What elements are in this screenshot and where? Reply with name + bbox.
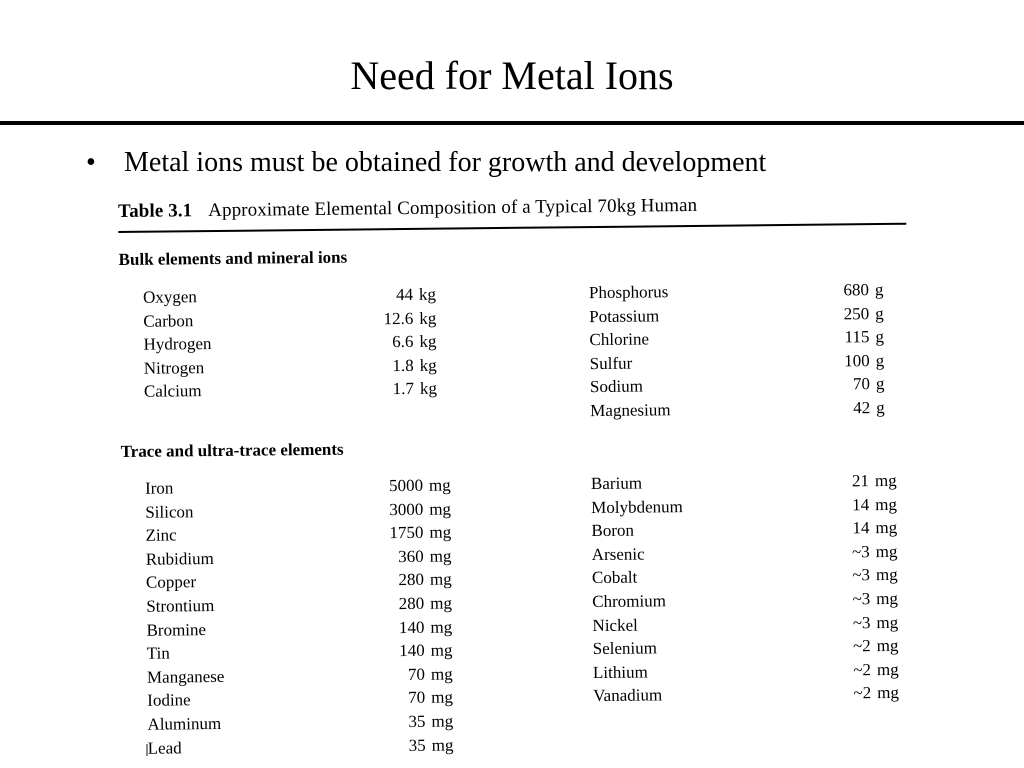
element-amount: 35 xyxy=(408,735,426,755)
element-unit: g xyxy=(875,350,885,370)
title-divider xyxy=(0,121,1024,125)
element-unit: g xyxy=(875,303,884,323)
element-unit: mg xyxy=(875,518,898,538)
element-unit: mg xyxy=(430,617,453,637)
element-unit: mg xyxy=(431,687,454,708)
element-unit: kg xyxy=(419,331,437,352)
element-amount: 680 xyxy=(843,280,870,300)
element-amount: 280 xyxy=(398,593,425,614)
section-heading-bulk: Bulk elements and mineral ions xyxy=(118,247,348,269)
element-unit: mg xyxy=(428,475,451,495)
element-amount: ~2 xyxy=(853,659,872,680)
element-amount: 5000 xyxy=(388,475,424,496)
element-amount: ~2 xyxy=(853,683,872,703)
bulk-right-column: Phosphorus 680 g Potassium 250 g Chlorine 115 g S… xyxy=(589,280,885,423)
element-amount: 115 xyxy=(844,327,870,347)
element-unit: mg xyxy=(430,664,453,684)
element-amount: 21 xyxy=(851,471,870,491)
element-unit: mg xyxy=(429,546,452,566)
element-unit: mg xyxy=(430,640,453,660)
element-unit: g xyxy=(875,327,885,347)
element-amount: 140 xyxy=(398,617,425,637)
element-amount: 360 xyxy=(398,546,424,566)
element-amount: 250 xyxy=(843,303,870,323)
element-amount: 70 xyxy=(408,688,426,708)
element-unit: mg xyxy=(429,569,452,590)
element-unit: mg xyxy=(875,541,898,561)
element-amount: 140 xyxy=(399,640,425,661)
element-amount: 280 xyxy=(398,570,425,590)
element-unit: mg xyxy=(430,593,453,613)
element-unit: g xyxy=(875,374,885,394)
bullet-item: • Metal ions must be obtained for growth … xyxy=(86,146,766,180)
slide-title: Need for Metal Ions xyxy=(350,53,674,98)
element-unit: mg xyxy=(876,612,899,632)
element-amount: 35 xyxy=(408,711,426,731)
element-unit: g xyxy=(874,279,884,300)
bulk-left-column: Oxygen 44 kg Carbon 12.6 kg Hydrogen 6.6 kg Nitro… xyxy=(143,285,437,404)
element-amount: ~3 xyxy=(852,565,871,585)
element-amount: 14 xyxy=(852,494,870,514)
composition-table-scan: Table 3.1 Approximate Elemental Compositi… xyxy=(118,192,914,760)
bullet-dot: • xyxy=(86,147,96,178)
element-unit: mg xyxy=(876,588,899,609)
element-unit: g xyxy=(876,397,885,418)
element-unit: kg xyxy=(419,308,437,328)
element-amount: 12.6 xyxy=(383,308,414,328)
table-caption: Table 3.1 Approximate Elemental Compositi… xyxy=(118,194,697,224)
bullet-text: Metal ions must be obtained for growth a… xyxy=(124,147,767,178)
trace-right-column: Barium 21 mg Molybdenum 14 mg Boron 14 mg Arsenic… xyxy=(591,471,899,708)
table-caption-text: Approximate Elemental Composition of a T… xyxy=(208,194,698,222)
element-amount: 70 xyxy=(407,664,426,684)
element-unit: mg xyxy=(875,494,898,514)
element-amount: ~3 xyxy=(852,612,871,632)
element-amount: ~3 xyxy=(851,541,870,562)
element-amount: 100 xyxy=(844,350,870,371)
element-unit: mg xyxy=(431,711,454,731)
element-amount: 1750 xyxy=(389,523,424,543)
element-amount: 14 xyxy=(852,518,870,538)
element-unit: mg xyxy=(431,735,454,755)
element-amount: ~2 xyxy=(852,636,871,656)
element-amount: 6.6 xyxy=(392,332,414,352)
element-amount: 3000 xyxy=(389,499,424,519)
element-amount: 1.8 xyxy=(392,355,414,375)
caption-divider xyxy=(118,222,907,233)
element-unit: mg xyxy=(876,636,899,656)
element-amount: 42 xyxy=(853,398,871,418)
table-number: Table 3.1 xyxy=(118,200,193,222)
element-amount: 70 xyxy=(852,374,871,394)
element-unit: mg xyxy=(877,683,900,703)
element-unit: kg xyxy=(419,355,437,375)
section-heading-trace: Trace and ultra-trace elements xyxy=(120,439,344,461)
element-unit: mg xyxy=(876,659,899,679)
element-amount: ~3 xyxy=(852,589,871,609)
trace-left-column: Iron 5000 mg Silicon 3000 mg Zinc 1750 mg Rubidiu… xyxy=(145,476,454,760)
element-unit: mg xyxy=(429,522,452,542)
element-unit: mg xyxy=(875,565,898,585)
element-unit: mg xyxy=(429,499,452,519)
element-unit: mg xyxy=(874,470,897,491)
scan-artifact-mark xyxy=(146,744,148,756)
element-amount: 1.7 xyxy=(392,379,415,399)
element-unit: kg xyxy=(419,379,438,399)
element-amount: 44 xyxy=(395,284,414,305)
element-unit: kg xyxy=(418,284,437,304)
